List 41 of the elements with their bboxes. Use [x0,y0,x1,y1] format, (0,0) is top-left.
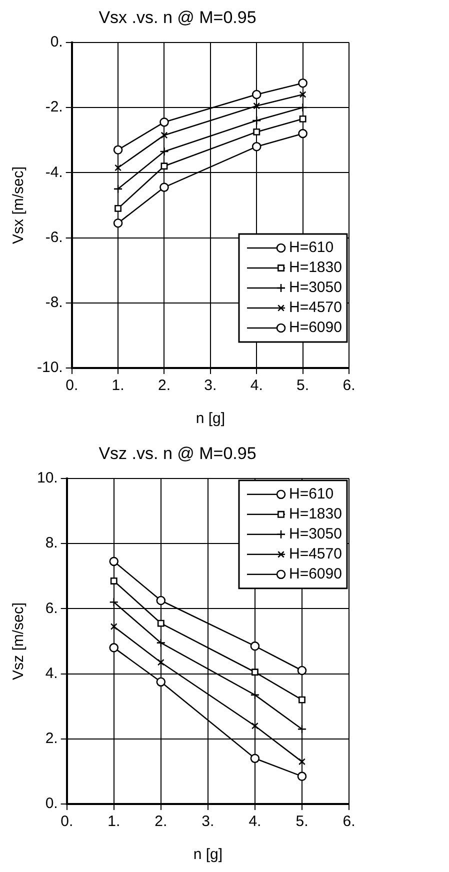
y-tick-label: 0. [50,34,63,51]
legend-label: H=1830 [289,259,342,276]
legend-label: H=6090 [289,566,342,583]
x-tick-label: 2. [158,377,170,394]
legend-label: H=4570 [289,299,342,316]
x-tick-label: 4. [248,813,262,830]
y-axis-title: Vsz [m/sec] [10,602,28,680]
x-tick-label: 5. [296,813,308,830]
y-tick-label: 6. [45,600,58,617]
legend-label: H=610 [289,486,334,503]
x-tick-label: 4. [250,377,263,394]
legend-label: H=1830 [289,506,342,523]
x-tick-label: 6. [342,813,356,830]
x-tick-label: 5. [296,377,310,394]
x-tick-label: 2. [154,813,168,830]
legend-label: H=610 [289,239,334,256]
y-tick-label: 4. [45,664,58,682]
y-tick-label: -2. [45,98,63,116]
y-tick-label: -6. [45,228,63,246]
y-axis-title: Vsx [m/sec] [10,166,28,244]
chart-title: Vsz .vs. n @ M=0.95 [98,444,256,463]
y-tick-label: 2. [45,730,58,748]
x-tick-label: 1. [108,813,120,830]
x-tick-label: 3. [204,377,217,394]
x-tick-label: 3. [202,813,214,830]
legend-label: H=6090 [289,319,342,336]
chart-title: Vsx .vs. n @ M=0.95 [98,8,256,27]
y-tick-label: -10. [36,359,63,376]
legend-label: H=4570 [289,546,342,563]
x-tick-label: 6. [342,377,356,394]
x-axis-title: n [g] [196,410,226,428]
y-tick-label: 0. [45,795,58,812]
legend-label: H=3050 [289,279,342,296]
x-axis-title: n [g] [193,846,223,864]
y-tick-label: 10. [36,470,58,487]
legend-label: H=3050 [289,526,342,543]
y-tick-label: -8. [45,294,63,312]
y-tick-label: -4. [45,164,63,181]
y-tick-label: 8. [45,534,58,552]
x-tick-label: 0. [66,377,78,394]
x-tick-label: 1. [112,377,124,394]
